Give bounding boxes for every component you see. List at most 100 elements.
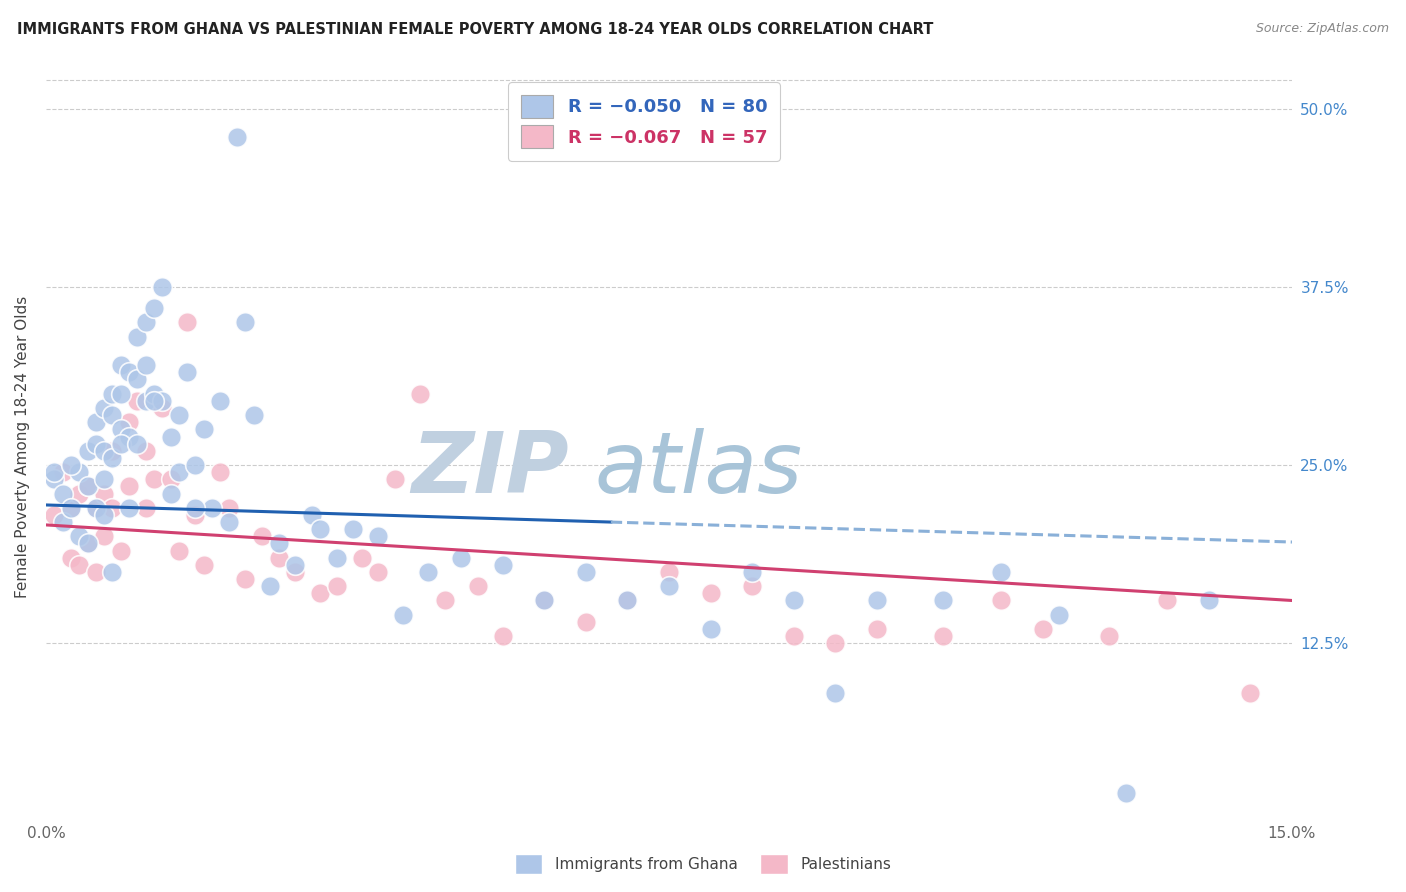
Point <box>866 593 889 607</box>
Point <box>101 408 124 422</box>
Point <box>409 386 432 401</box>
Point <box>167 465 190 479</box>
Point <box>658 579 681 593</box>
Point <box>367 529 389 543</box>
Point <box>93 472 115 486</box>
Point <box>84 436 107 450</box>
Point <box>242 408 264 422</box>
Point <box>135 358 157 372</box>
Point <box>76 479 98 493</box>
Point <box>110 358 132 372</box>
Point <box>218 500 240 515</box>
Point <box>118 479 141 493</box>
Point <box>150 401 173 415</box>
Point <box>84 500 107 515</box>
Point <box>110 436 132 450</box>
Point <box>342 522 364 536</box>
Point <box>52 465 75 479</box>
Point <box>127 329 149 343</box>
Point <box>699 622 721 636</box>
Point <box>1198 593 1220 607</box>
Point <box>492 629 515 643</box>
Point <box>84 500 107 515</box>
Point <box>110 422 132 436</box>
Point <box>325 579 347 593</box>
Point <box>101 386 124 401</box>
Point <box>84 565 107 579</box>
Point <box>267 536 290 550</box>
Point <box>1098 629 1121 643</box>
Point <box>59 458 82 472</box>
Point <box>782 629 804 643</box>
Point <box>159 472 181 486</box>
Point <box>250 529 273 543</box>
Point <box>616 593 638 607</box>
Point <box>101 500 124 515</box>
Point <box>127 393 149 408</box>
Point <box>127 372 149 386</box>
Point <box>233 572 256 586</box>
Point <box>101 443 124 458</box>
Point <box>67 486 90 500</box>
Point <box>93 401 115 415</box>
Point <box>533 593 555 607</box>
Point <box>176 316 198 330</box>
Point <box>143 386 166 401</box>
Point <box>76 443 98 458</box>
Point <box>93 443 115 458</box>
Legend: Immigrants from Ghana, Palestinians: Immigrants from Ghana, Palestinians <box>509 848 897 880</box>
Point <box>699 586 721 600</box>
Point <box>575 565 598 579</box>
Text: atlas: atlas <box>595 428 803 511</box>
Point <box>533 593 555 607</box>
Point <box>184 500 207 515</box>
Text: ZIP: ZIP <box>412 428 569 511</box>
Point <box>932 593 955 607</box>
Point <box>150 280 173 294</box>
Point <box>616 593 638 607</box>
Text: IMMIGRANTS FROM GHANA VS PALESTINIAN FEMALE POVERTY AMONG 18-24 YEAR OLDS CORREL: IMMIGRANTS FROM GHANA VS PALESTINIAN FEM… <box>17 22 934 37</box>
Point <box>309 586 332 600</box>
Point <box>59 500 82 515</box>
Point <box>159 429 181 443</box>
Point <box>184 508 207 522</box>
Point <box>127 436 149 450</box>
Point <box>218 515 240 529</box>
Point <box>52 515 75 529</box>
Point <box>67 529 90 543</box>
Point <box>52 486 75 500</box>
Point <box>309 522 332 536</box>
Point <box>367 565 389 579</box>
Point <box>226 130 249 145</box>
Point <box>59 500 82 515</box>
Legend: R = −0.050   N = 80, R = −0.067   N = 57: R = −0.050 N = 80, R = −0.067 N = 57 <box>508 82 780 161</box>
Point <box>135 393 157 408</box>
Point <box>44 508 66 522</box>
Point <box>135 443 157 458</box>
Point <box>325 550 347 565</box>
Point <box>209 393 232 408</box>
Point <box>150 393 173 408</box>
Point <box>67 558 90 572</box>
Point <box>118 500 141 515</box>
Point <box>433 593 456 607</box>
Point <box>741 579 763 593</box>
Y-axis label: Female Poverty Among 18-24 Year Olds: Female Poverty Among 18-24 Year Olds <box>15 296 30 599</box>
Point <box>233 316 256 330</box>
Point <box>450 550 472 565</box>
Point <box>76 536 98 550</box>
Point <box>193 422 215 436</box>
Point <box>866 622 889 636</box>
Point <box>284 565 307 579</box>
Point <box>575 615 598 629</box>
Point <box>201 500 224 515</box>
Point <box>118 429 141 443</box>
Point <box>392 607 415 622</box>
Point <box>143 472 166 486</box>
Point <box>932 629 955 643</box>
Point <box>350 550 373 565</box>
Point <box>143 301 166 316</box>
Point <box>1032 622 1054 636</box>
Point <box>84 415 107 429</box>
Point <box>301 508 323 522</box>
